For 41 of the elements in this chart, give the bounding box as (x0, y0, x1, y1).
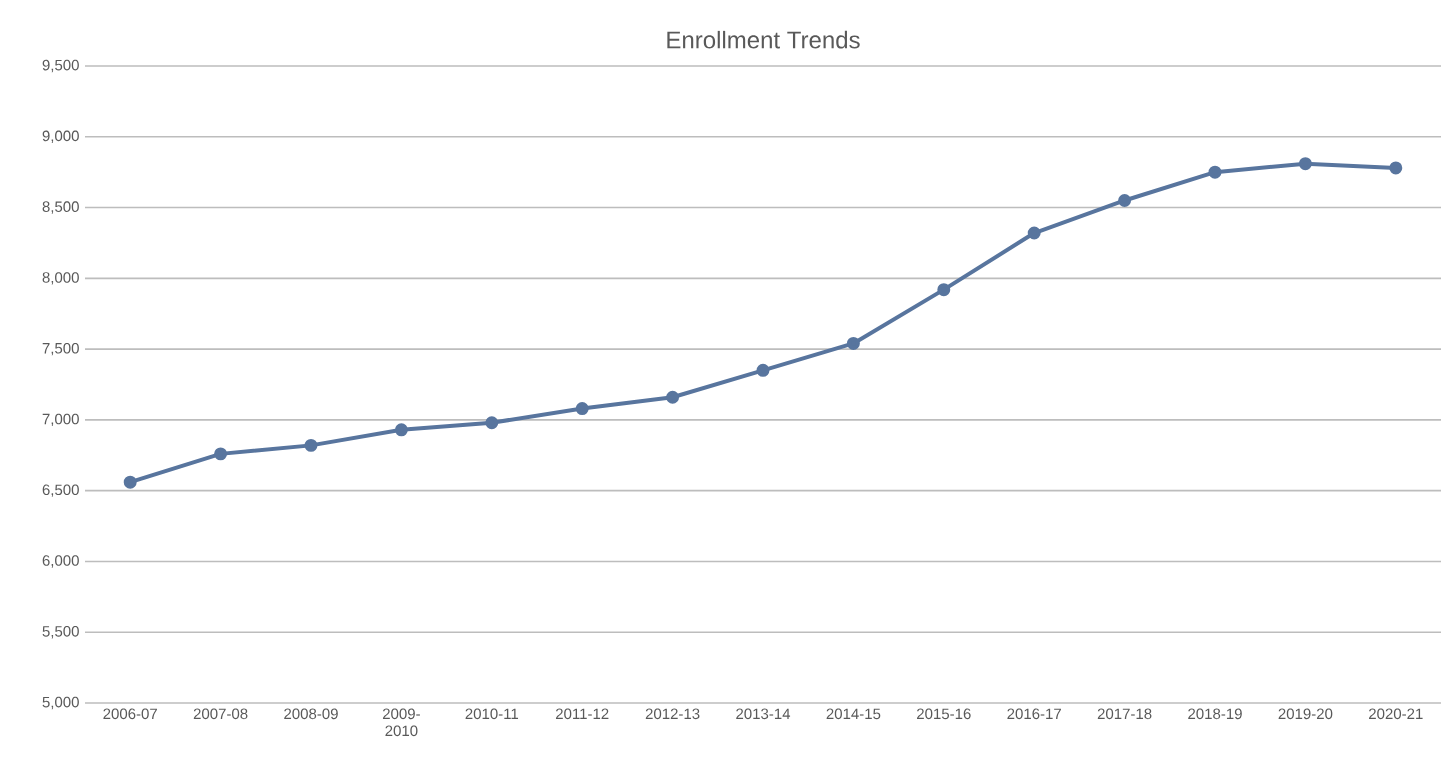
point (1298, 157, 1312, 171)
y-tick-label: 9,500 (42, 59, 79, 73)
x-tick-label: 2010-11 (465, 708, 519, 720)
y-tick-label: 7,000 (42, 413, 79, 427)
point (1027, 226, 1041, 240)
y-tick-label: 6,000 (42, 555, 79, 568)
point (304, 438, 318, 452)
x-tick-label: 2012-13 (645, 708, 700, 720)
y-tick-label: 5,000 (42, 696, 79, 710)
point (756, 363, 770, 377)
y-tick-label: 9,000 (42, 130, 79, 143)
point (575, 402, 589, 416)
y-tick-label: 5,500 (42, 626, 79, 639)
point (666, 390, 680, 404)
point (1118, 193, 1132, 207)
y-tick-label: 8,500 (42, 201, 79, 214)
x-tick-label: 2008-09 (284, 708, 338, 720)
chart-title: Enrollment Trends (667, 30, 860, 49)
x-tick-label: 2018-19 (1188, 708, 1242, 720)
point (485, 416, 499, 430)
x-tick-label: 2016-17 (1007, 708, 1061, 720)
x-tick-label: 2013-14 (736, 708, 791, 720)
x-tick-label: 2019-20 (1278, 708, 1333, 720)
x-tick-label: 2020-21 (1369, 708, 1423, 720)
x-tick-label: 2014-15 (826, 708, 881, 720)
point (1208, 165, 1222, 179)
y-tick-label: 7,500 (42, 342, 79, 356)
x-tick-label: 2006-07 (103, 708, 157, 720)
x-tick-label: 2015-16 (917, 708, 971, 720)
x-tick-label: 2009-2010 (382, 708, 420, 737)
y-tick-label: 8,000 (42, 272, 79, 285)
point (937, 283, 951, 297)
x-tick-label: 2017-18 (1097, 708, 1152, 720)
point (214, 447, 228, 461)
point (846, 336, 860, 350)
x-tick-label: 2007-08 (193, 708, 248, 720)
y-tick-label: 6,500 (42, 484, 79, 497)
x-tick-label: 2011-12 (555, 708, 609, 720)
point (394, 423, 408, 437)
point (1389, 161, 1403, 175)
point (123, 475, 137, 489)
